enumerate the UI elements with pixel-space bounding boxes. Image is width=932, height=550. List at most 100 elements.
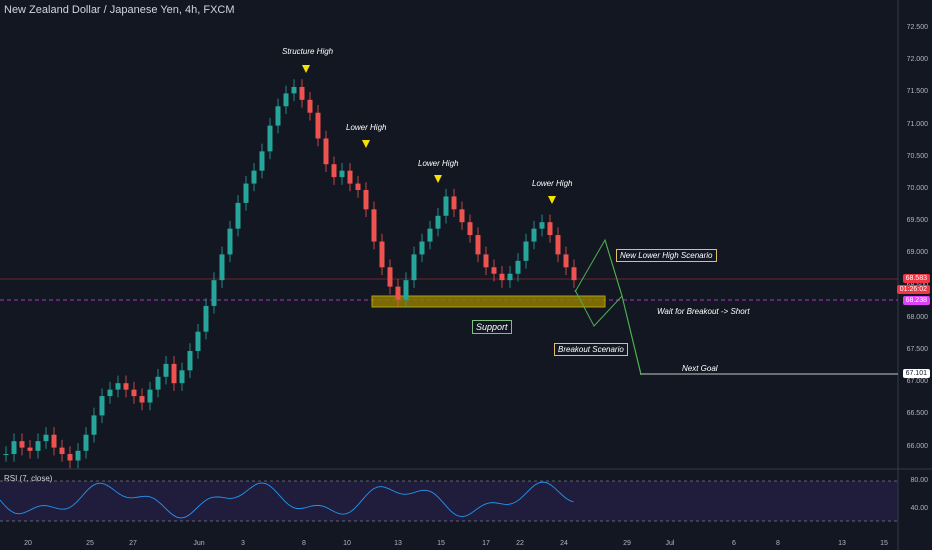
candle-body <box>139 396 145 403</box>
scenario-path-3 <box>604 239 623 297</box>
candle-body <box>539 222 545 229</box>
candle-body <box>451 196 457 210</box>
support-box: Support <box>472 320 512 334</box>
structure-high-arrow-icon <box>302 65 310 73</box>
candle-body <box>435 215 441 229</box>
time-tick: 25 <box>86 540 94 547</box>
time-tick: 27 <box>129 540 137 547</box>
lower-high-label-1: Lower High <box>346 123 387 132</box>
candle-body <box>403 280 409 300</box>
lower-high-arrow-1-icon <box>362 140 370 148</box>
candle-body <box>235 202 241 229</box>
price-tick: 66.000 <box>906 442 928 450</box>
candle-body <box>475 235 481 255</box>
rsi-line <box>0 481 574 519</box>
next-goal-label: Next Goal <box>682 364 718 373</box>
candle-body <box>163 363 169 377</box>
candle-body <box>251 170 257 184</box>
candle-body <box>259 151 265 171</box>
candle-body <box>371 209 377 242</box>
candle-body <box>515 260 521 274</box>
price-tick: 71.500 <box>906 88 928 96</box>
candle-body <box>523 241 529 261</box>
candle-body <box>43 434 49 442</box>
candle-body <box>499 273 505 281</box>
time-tick: 13 <box>838 540 846 547</box>
time-tick: 6 <box>732 540 736 547</box>
chart-title: New Zealand Dollar / Japanese Yen, 4h, F… <box>4 4 235 16</box>
candle-body <box>355 183 361 190</box>
candle-body <box>3 454 9 456</box>
price-tick: 69.500 <box>906 217 928 225</box>
candles <box>3 79 577 469</box>
time-tick: Jun <box>193 540 205 547</box>
candle-body <box>307 99 313 113</box>
candle-body <box>243 183 249 203</box>
candle-body <box>219 254 225 281</box>
countdown-tag: 01:26:02 <box>896 285 930 294</box>
candle-body <box>187 351 193 371</box>
lower-high-arrow-2-icon <box>434 175 442 183</box>
candle-body <box>563 254 569 268</box>
time-tick: 17 <box>482 540 490 547</box>
price-tick: 69.000 <box>906 249 928 257</box>
candle-body <box>323 138 329 165</box>
goal-price-tag: 67.101 <box>902 369 930 378</box>
candle-body <box>387 267 393 287</box>
candle-body <box>35 441 41 451</box>
price-tick: 72.000 <box>906 56 928 64</box>
support-price-tag: 68.238 <box>902 296 930 305</box>
candle-body <box>99 396 105 416</box>
candle-body <box>83 434 89 451</box>
candle-body <box>179 370 185 384</box>
candle-body <box>275 106 281 126</box>
time-tick: 15 <box>880 540 888 547</box>
candle-body <box>531 228 537 242</box>
time-tick: Jul <box>665 540 675 547</box>
candle-body <box>379 241 385 268</box>
candle-body <box>419 241 425 255</box>
candle-body <box>171 363 177 384</box>
candle-body <box>491 267 497 274</box>
candle-body <box>291 86 297 94</box>
candle-body <box>459 209 465 223</box>
candle-body <box>51 434 57 448</box>
lower-high-label-2: Lower High <box>418 159 459 168</box>
time-tick: 22 <box>516 540 524 547</box>
candle-body <box>203 305 209 332</box>
time-tick: 29 <box>623 540 631 547</box>
rsi-tick-80: 80.00 <box>910 477 928 484</box>
rsi-tick-40: 40.00 <box>910 505 928 512</box>
current-price-tag: 68.583 <box>902 274 930 283</box>
candle-body <box>27 447 33 451</box>
lower-high-arrow-3-icon <box>548 196 556 204</box>
time-tick: 15 <box>437 540 445 547</box>
candle-body <box>107 389 113 397</box>
candle-body <box>427 228 433 242</box>
candle-body <box>299 86 305 100</box>
price-tick: 70.000 <box>906 185 928 192</box>
candle-body <box>411 254 417 281</box>
rsi-band <box>0 481 898 521</box>
candle-body <box>131 389 137 397</box>
time-tick: 13 <box>394 540 402 547</box>
scenario-path-2 <box>574 289 642 375</box>
candle-body <box>267 125 273 152</box>
candle-body <box>195 331 201 351</box>
time-tick: 3 <box>241 540 245 547</box>
new-lower-high-box: New Lower High Scenario <box>616 249 717 262</box>
breakout-scenario-box: Breakout Scenario <box>554 343 628 356</box>
candle-body <box>227 228 233 255</box>
candle-body <box>347 170 353 184</box>
candle-body <box>155 376 161 390</box>
time-tick: 8 <box>776 540 780 547</box>
time-tick: 10 <box>343 540 351 547</box>
candle-body <box>547 222 553 236</box>
candle-body <box>11 441 17 455</box>
candle-body <box>147 389 153 403</box>
structure-high-label: Structure High <box>282 47 334 56</box>
candle-body <box>363 190 369 210</box>
candle-body <box>555 235 561 255</box>
candle-body <box>395 286 401 300</box>
